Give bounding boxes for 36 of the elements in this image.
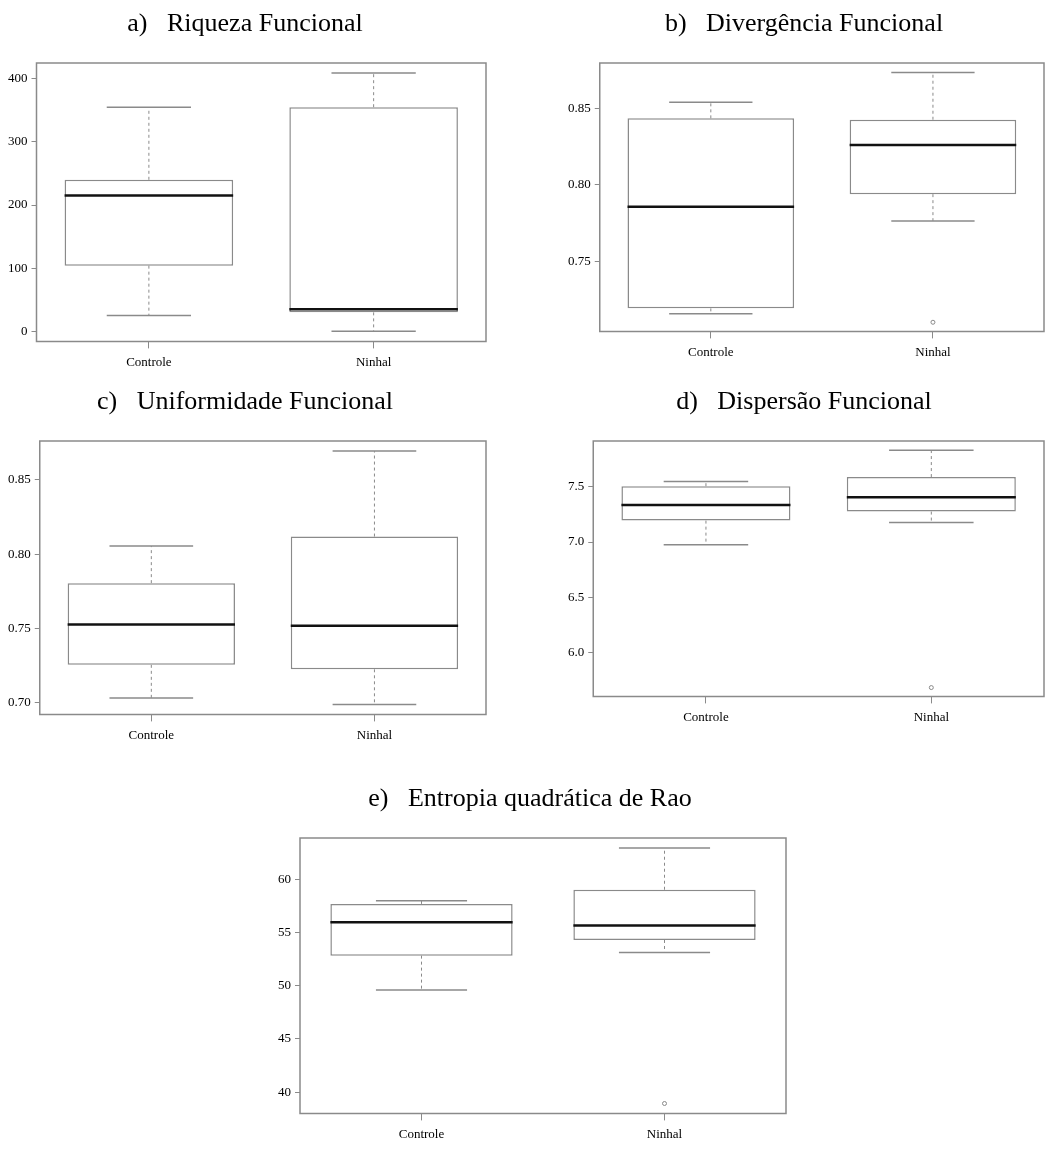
x-tick-label: Ninhal [913,708,950,724]
chart-title: d) Dispersão Funcional [675,385,933,417]
y-tick-label: 7.5 [568,478,585,494]
chart-title: a) Riqueza Funcional [126,7,364,39]
y-tick-label: 0.75 [8,619,31,635]
y-tick-label: 0.85 [568,100,591,116]
y-tick-label: 300 [8,133,28,149]
y-tick-label: 0.85 [8,471,31,487]
y-tick-label: 0.80 [8,545,31,561]
chart-title: c) Uniformidade Funcional [96,385,394,417]
y-tick-label: 0.70 [8,694,31,710]
x-tick-label: Ninhal [915,343,952,359]
y-tick-label: 50 [278,977,291,993]
y-tick-label: 55 [278,923,291,939]
x-tick-label: Controle [128,726,175,742]
y-tick-label: 0.75 [568,252,591,268]
y-tick-label: 45 [278,1030,291,1046]
y-tick-label: 100 [8,259,28,275]
y-tick-label: 0 [21,322,28,338]
x-tick-label: Ninhal [355,353,392,369]
y-tick-label: 6.5 [568,588,585,604]
x-tick-label: Controle [688,343,734,359]
y-tick-label: 0.80 [568,176,591,192]
y-tick-label: 60 [278,870,291,886]
y-tick-label: 200 [8,196,28,212]
chart-title: b) Divergência Funcional [663,7,945,39]
x-tick-label: Controle [683,708,729,724]
y-tick-label: 40 [278,1083,291,1099]
x-tick-label: Controle [126,353,172,369]
x-tick-label: Ninhal [356,726,393,742]
y-tick-label: 400 [8,70,28,86]
x-tick-label: Controle [398,1125,445,1141]
chart-title: e) Entropia quadrática de Rao [367,782,693,814]
y-tick-label: 7.0 [568,533,585,549]
x-tick-label: Ninhal [646,1125,683,1141]
y-tick-label: 6.0 [568,643,585,659]
